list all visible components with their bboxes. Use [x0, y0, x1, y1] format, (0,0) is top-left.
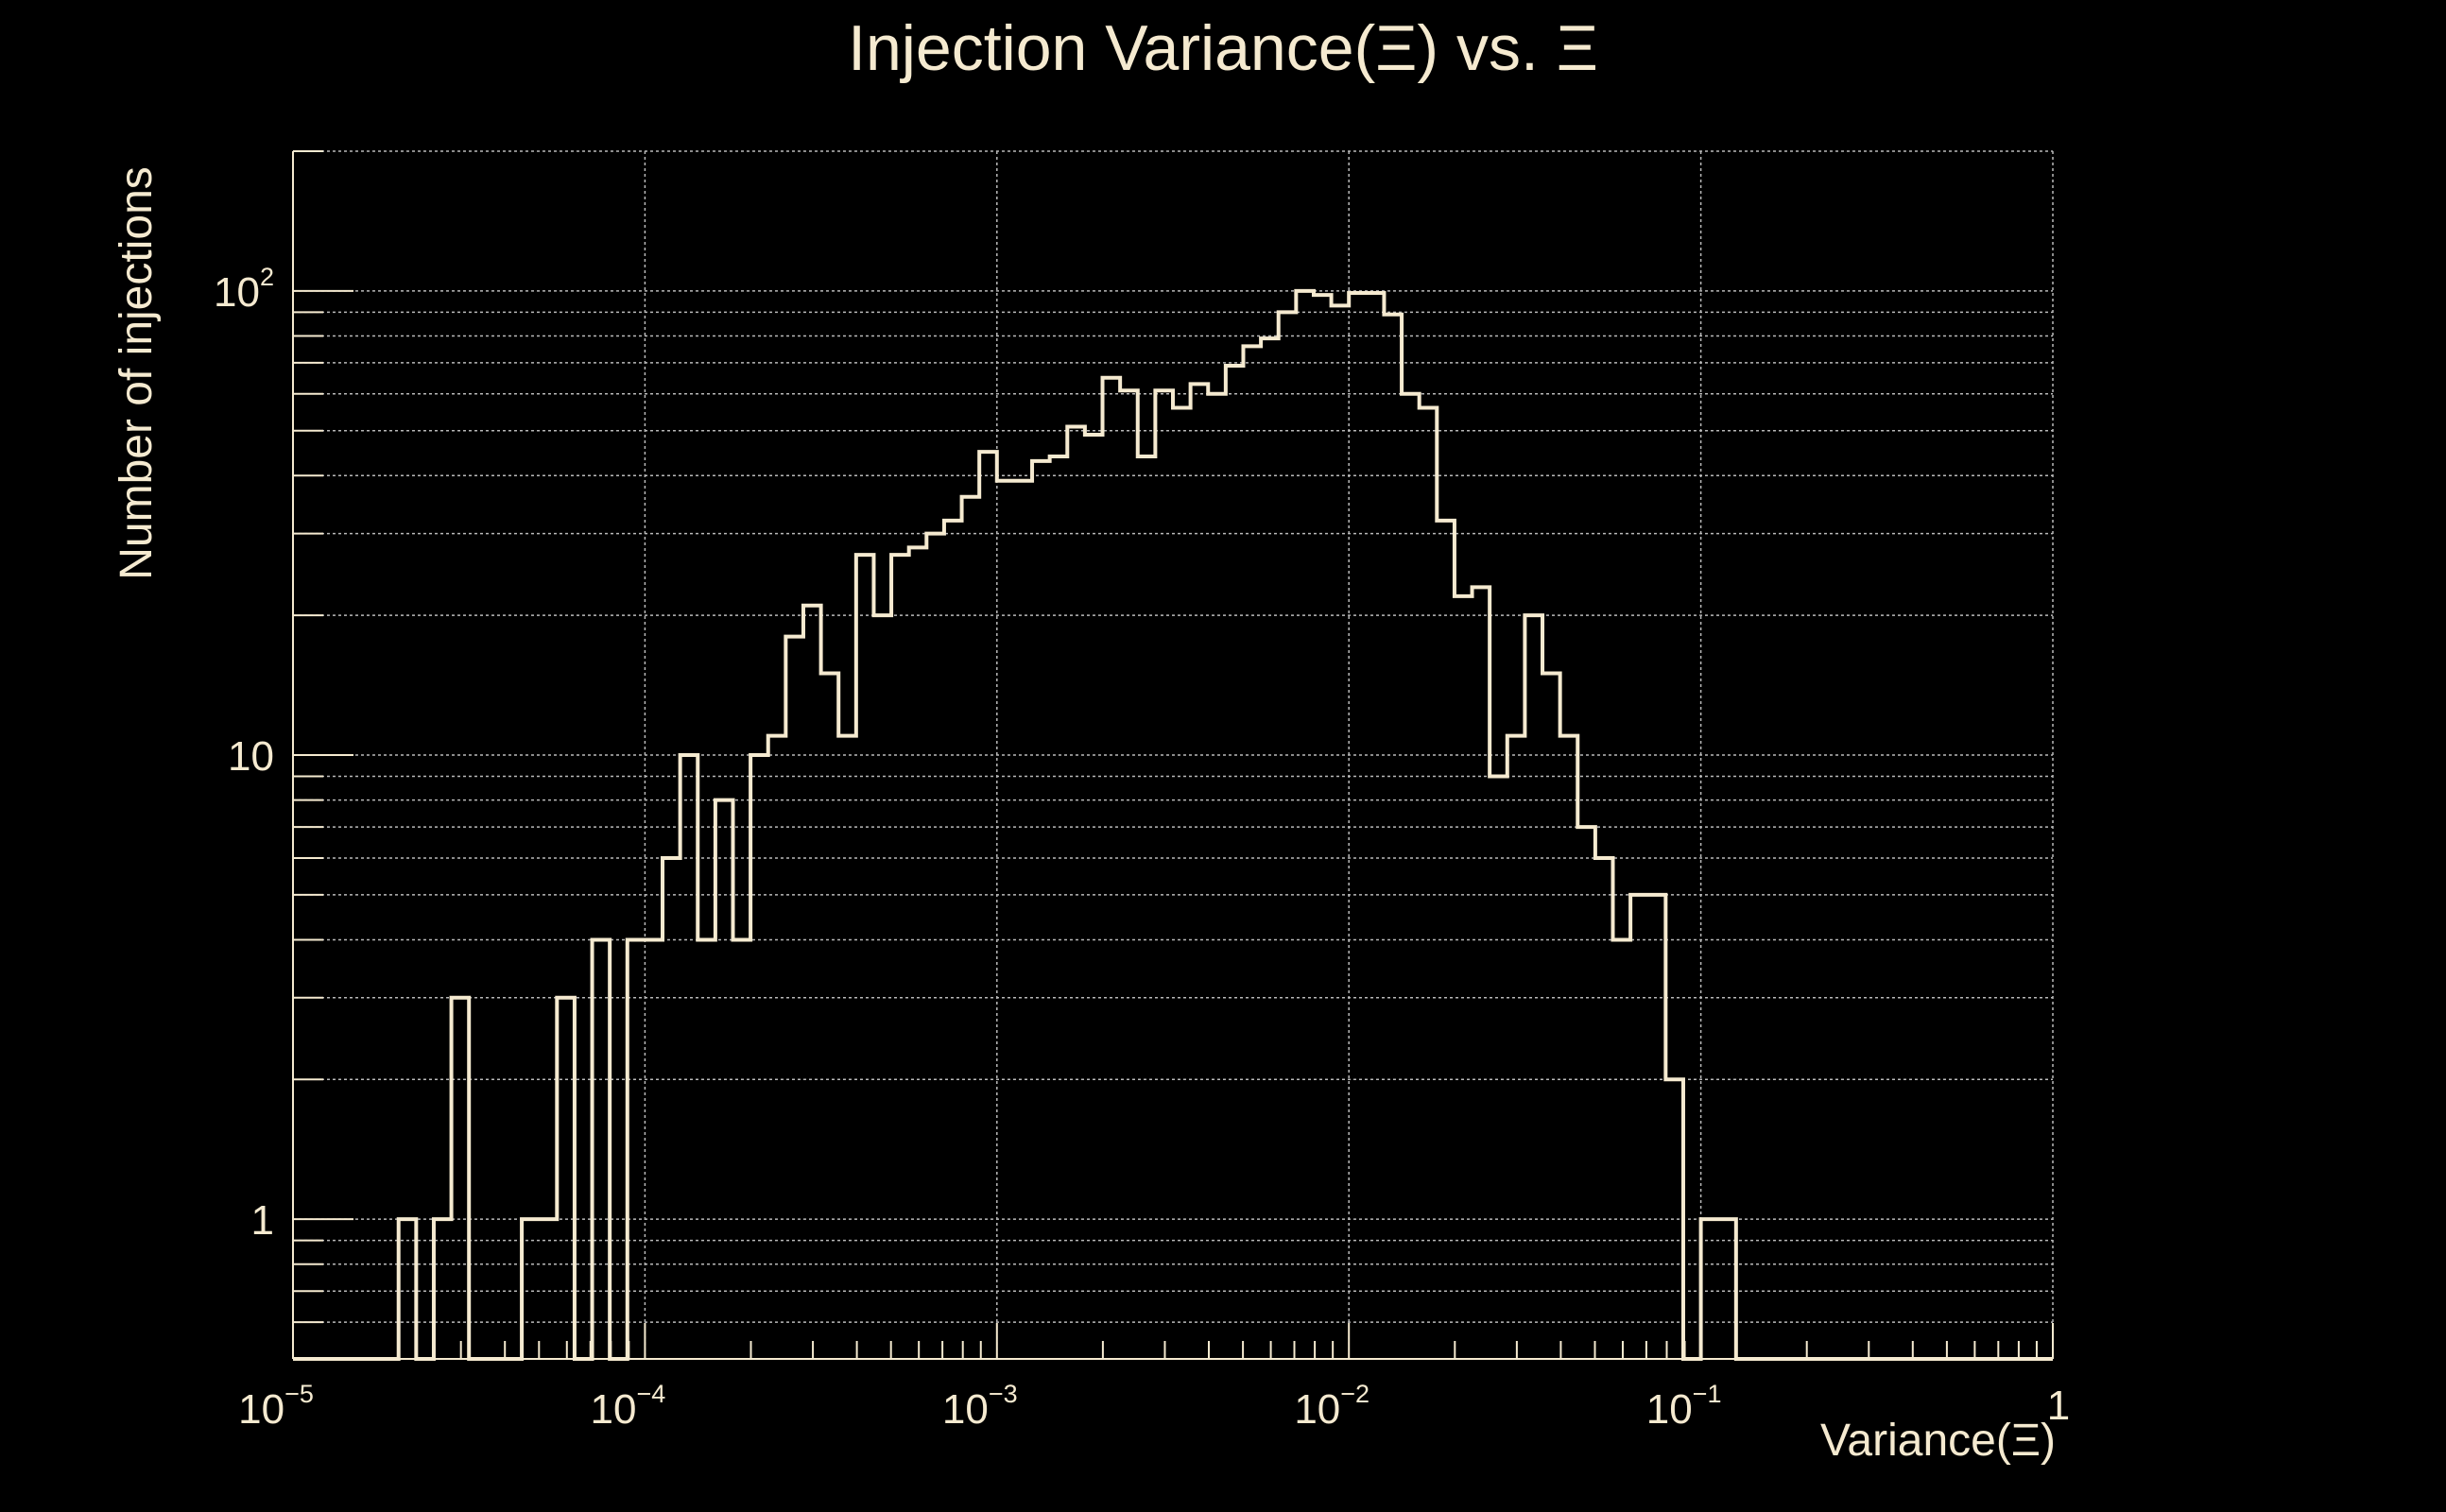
- x-axis-label: Variance(Ξ): [1820, 1416, 2056, 1466]
- x-tick-label: 10−4: [591, 1380, 666, 1433]
- x-axis-ticks: 10−5 10−4 10−3 10−2 10−1 1: [238, 1323, 2070, 1433]
- y-axis-label: Number of injections: [112, 166, 162, 580]
- chart-title: Injection Variance(Ξ) vs. Ξ: [848, 12, 1598, 84]
- y-tick-label: 102: [214, 263, 274, 316]
- y-axis-ticks: 1 10 102: [214, 150, 353, 1360]
- x-tick-label: 10−3: [942, 1380, 1018, 1433]
- x-tick-label: 10−5: [238, 1380, 314, 1433]
- x-tick-label: 10−1: [1646, 1380, 1722, 1433]
- x-tick-label: 1: [2047, 1383, 2070, 1429]
- x-tick-label: 10−2: [1294, 1380, 1369, 1433]
- y-tick-label: 10: [228, 733, 274, 780]
- y-tick-label: 1: [251, 1197, 274, 1244]
- histogram-series: [293, 288, 2053, 1361]
